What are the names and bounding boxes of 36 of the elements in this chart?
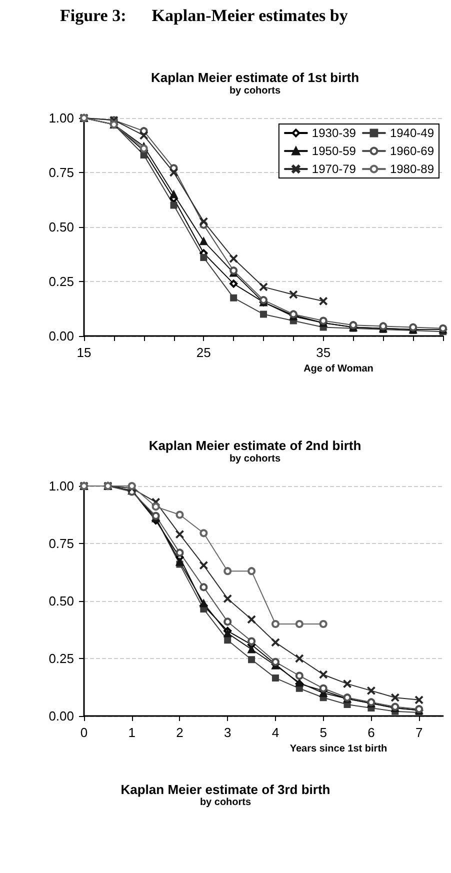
- legend-label: 1960-69: [390, 144, 434, 158]
- x-tick-label: 4: [272, 725, 280, 740]
- text: by cohorts: [198, 797, 252, 808]
- legend-label: 1930-39: [312, 126, 356, 140]
- chart-title: Kaplan Meier estimate of 1st birth: [150, 70, 360, 85]
- chart-subtitle: by cohorts: [229, 454, 281, 464]
- x-tick-label: 35: [316, 345, 331, 360]
- text: Figure 3: Kaplan-Meier estimates by: [59, 6, 349, 26]
- chart-subtitle: by cohorts: [229, 86, 281, 96]
- x-tick-label: 0: [80, 725, 88, 740]
- x-tick-label: 2: [176, 725, 184, 740]
- x-axis-title: Years since 1st birth: [290, 743, 388, 754]
- legend-label: 1940-49: [390, 126, 434, 140]
- y-tick-label: 0.50: [48, 594, 74, 608]
- chart-title: Kaplan Meier estimate of 2nd birth: [148, 438, 362, 453]
- y-tick-label: 0.75: [48, 536, 74, 551]
- x-tick-label: 7: [415, 725, 423, 740]
- x-axis-title: Age of Woman: [304, 363, 374, 374]
- legend-label: 1970-79: [312, 162, 356, 176]
- legend-label: 1980-89: [390, 162, 434, 176]
- y-tick-label: 0.00: [48, 708, 74, 724]
- y-tick-label: 1.00: [48, 110, 74, 126]
- x-tick-label: 5: [320, 725, 327, 740]
- y-tick-label: 1.00: [48, 478, 74, 494]
- y-tick-label: 0.25: [48, 274, 74, 289]
- x-tick-label: 25: [196, 345, 211, 360]
- legend-label: 1950-59: [312, 144, 356, 158]
- x-tick-label: 1: [128, 725, 136, 740]
- text: Kaplan Meier estimate of 3rd birth: [120, 782, 332, 797]
- x-tick-label: 6: [368, 725, 375, 740]
- y-tick-label: 0.50: [48, 220, 74, 234]
- x-tick-label: 3: [224, 725, 232, 740]
- x-tick-label: 15: [76, 345, 92, 360]
- y-tick-label: 0.25: [48, 651, 74, 666]
- y-tick-label: 0.00: [48, 328, 74, 344]
- y-tick-label: 0.75: [48, 165, 74, 180]
